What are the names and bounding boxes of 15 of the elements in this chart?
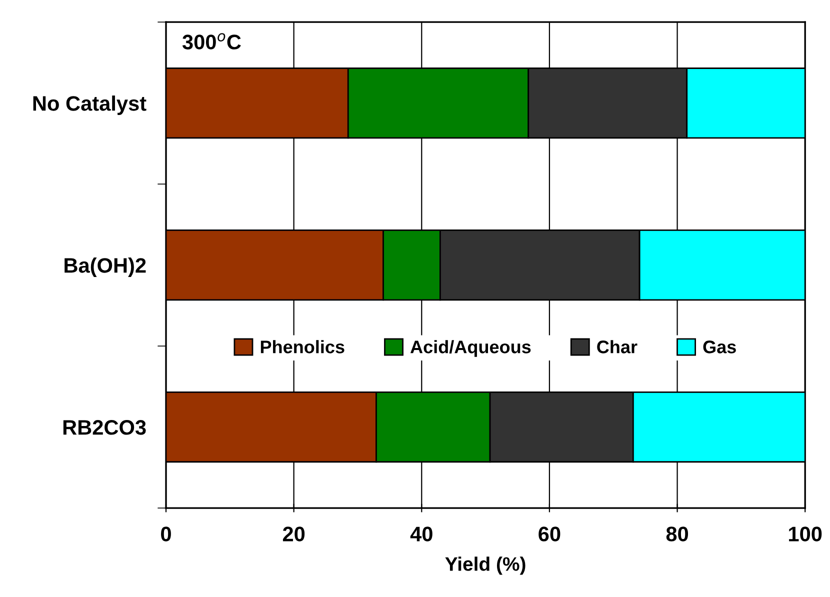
x-tick-label: 80 [666,526,688,542]
legend-label: Char [597,340,638,354]
y-tick-label: No Catalyst [33,96,146,115]
legend-label: Acid/Aqueous [410,340,531,357]
x-tick-label: 20 [282,526,305,542]
legend-label: Phenolics [260,340,344,354]
x-axis-title: Yield (%) [445,556,526,575]
y-tick-label: RB2CO3 [63,420,146,435]
x-tick-label: 40 [410,526,432,542]
annotation: 300$^{o}$C [182,33,241,50]
y-tick-label: Ba(OH)2 [64,258,146,277]
x-tick-label: 0 [161,526,171,542]
legend-label: Gas [703,340,736,354]
x-tick-label: 100 [789,526,822,542]
x-tick-label: 60 [538,526,560,542]
